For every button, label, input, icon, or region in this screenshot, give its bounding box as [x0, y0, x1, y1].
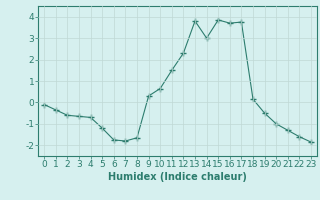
X-axis label: Humidex (Indice chaleur): Humidex (Indice chaleur): [108, 172, 247, 182]
